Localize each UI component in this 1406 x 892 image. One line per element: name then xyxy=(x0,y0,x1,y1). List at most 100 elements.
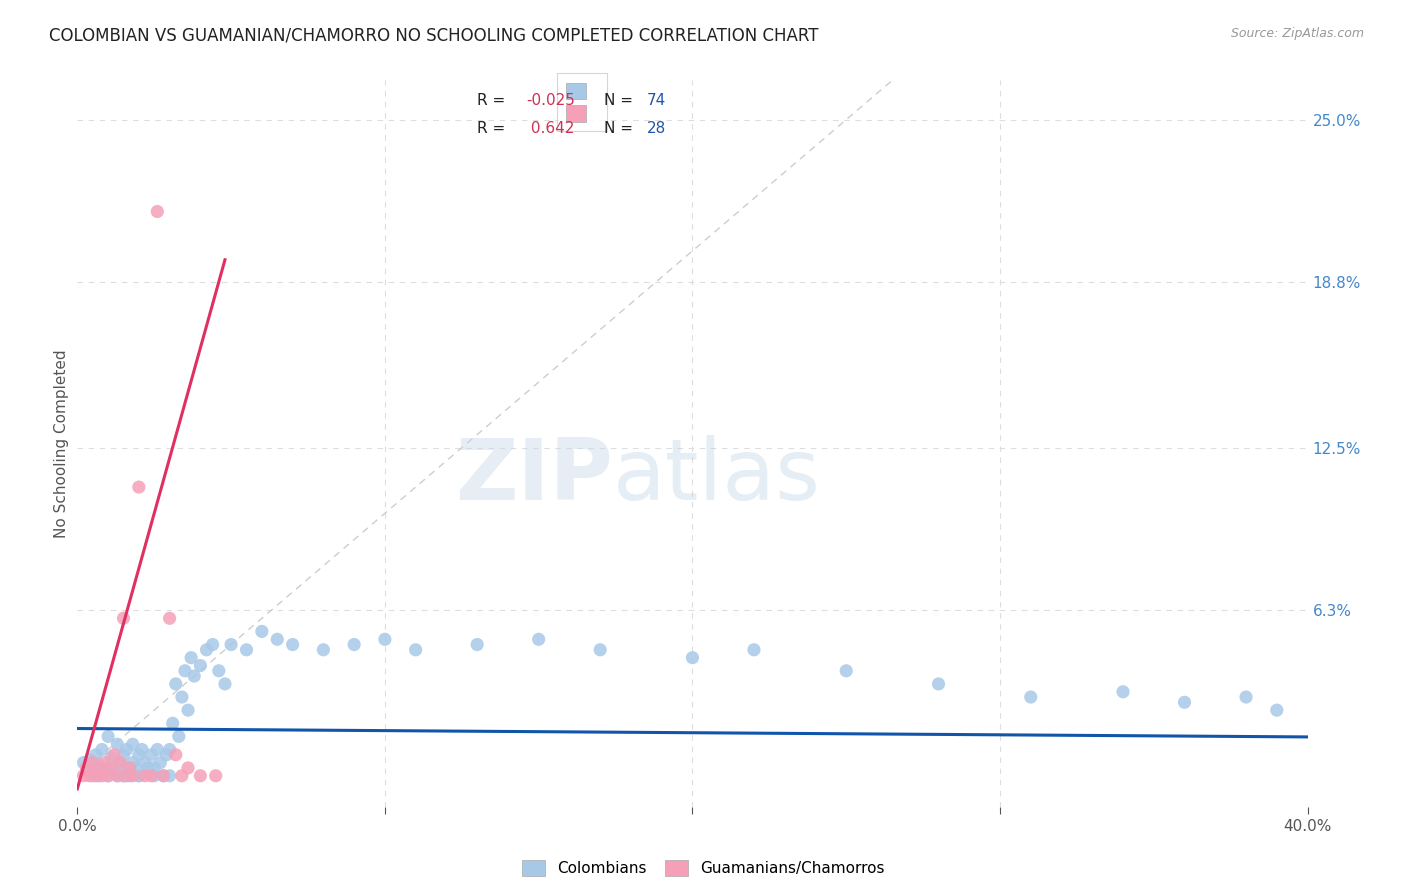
Point xyxy=(195,642,218,657)
Text: 28: 28 xyxy=(647,120,666,136)
Point xyxy=(146,204,169,219)
Text: atlas: atlas xyxy=(613,435,821,518)
Point xyxy=(125,761,148,775)
Point xyxy=(165,747,187,762)
Text: R =: R = xyxy=(477,93,510,108)
Point xyxy=(82,756,104,770)
Point xyxy=(115,761,138,775)
Point xyxy=(128,747,150,762)
Point xyxy=(204,769,226,783)
Legend: , : , xyxy=(557,73,607,131)
Point xyxy=(177,761,200,775)
Point xyxy=(159,611,181,625)
Point xyxy=(94,756,117,770)
Point xyxy=(143,769,166,783)
Point xyxy=(128,480,150,494)
Point xyxy=(84,747,107,762)
Point xyxy=(250,624,273,639)
Point xyxy=(103,747,125,762)
Point xyxy=(188,769,212,783)
Point xyxy=(121,769,143,783)
Point xyxy=(82,769,104,783)
Point xyxy=(90,742,114,756)
Point xyxy=(118,761,141,775)
Point xyxy=(465,638,488,652)
Point xyxy=(405,642,427,657)
Point xyxy=(177,703,200,717)
Point xyxy=(121,737,143,751)
Point xyxy=(110,756,132,770)
Point xyxy=(742,642,765,657)
Point xyxy=(835,664,858,678)
Point xyxy=(1019,690,1042,704)
Point xyxy=(165,677,187,691)
Point xyxy=(112,769,135,783)
Point xyxy=(266,632,288,647)
Point xyxy=(1265,703,1288,717)
Point xyxy=(201,638,224,652)
Point xyxy=(374,632,396,647)
Point xyxy=(131,742,153,756)
Y-axis label: No Schooling Completed: No Schooling Completed xyxy=(53,350,69,538)
Point xyxy=(159,742,181,756)
Point xyxy=(155,747,177,762)
Point xyxy=(121,756,143,770)
Point xyxy=(100,750,122,764)
Point xyxy=(103,761,125,775)
Point xyxy=(105,769,128,783)
Text: N =: N = xyxy=(605,120,638,136)
Point xyxy=(167,730,190,744)
Point xyxy=(97,769,120,783)
Point xyxy=(152,769,174,783)
Text: Source: ZipAtlas.com: Source: ZipAtlas.com xyxy=(1230,27,1364,40)
Point xyxy=(72,756,94,770)
Point xyxy=(87,761,110,775)
Point xyxy=(115,742,138,756)
Point xyxy=(170,690,193,704)
Point xyxy=(235,642,257,657)
Point xyxy=(84,769,107,783)
Point xyxy=(136,761,159,775)
Point xyxy=(174,664,197,678)
Point xyxy=(183,669,205,683)
Point xyxy=(928,677,950,691)
Point xyxy=(682,650,704,665)
Point xyxy=(343,638,366,652)
Point xyxy=(134,769,156,783)
Point xyxy=(527,632,550,647)
Point xyxy=(94,761,117,775)
Point xyxy=(146,742,169,756)
Point xyxy=(152,769,174,783)
Point xyxy=(112,769,135,783)
Point xyxy=(1174,695,1197,709)
Point xyxy=(219,638,242,652)
Text: -0.025: -0.025 xyxy=(526,93,575,108)
Point xyxy=(79,769,101,783)
Point xyxy=(72,769,94,783)
Point xyxy=(87,758,110,772)
Point xyxy=(141,747,163,762)
Text: N =: N = xyxy=(605,93,638,108)
Point xyxy=(281,638,304,652)
Point xyxy=(188,658,212,673)
Point xyxy=(87,769,110,783)
Point xyxy=(159,769,181,783)
Point xyxy=(1112,685,1135,699)
Point xyxy=(115,769,138,783)
Point xyxy=(149,756,172,770)
Point xyxy=(76,761,98,775)
Point xyxy=(110,756,132,770)
Point xyxy=(1234,690,1257,704)
Point xyxy=(589,642,612,657)
Text: COLOMBIAN VS GUAMANIAN/CHAMORRO NO SCHOOLING COMPLETED CORRELATION CHART: COLOMBIAN VS GUAMANIAN/CHAMORRO NO SCHOO… xyxy=(49,27,818,45)
Point xyxy=(141,769,163,783)
Point xyxy=(76,761,98,775)
Point xyxy=(112,611,135,625)
Point xyxy=(170,769,193,783)
Point xyxy=(118,769,141,783)
Text: R =: R = xyxy=(477,120,510,136)
Point xyxy=(97,730,120,744)
Point xyxy=(208,664,231,678)
Point xyxy=(134,756,156,770)
Point xyxy=(128,769,150,783)
